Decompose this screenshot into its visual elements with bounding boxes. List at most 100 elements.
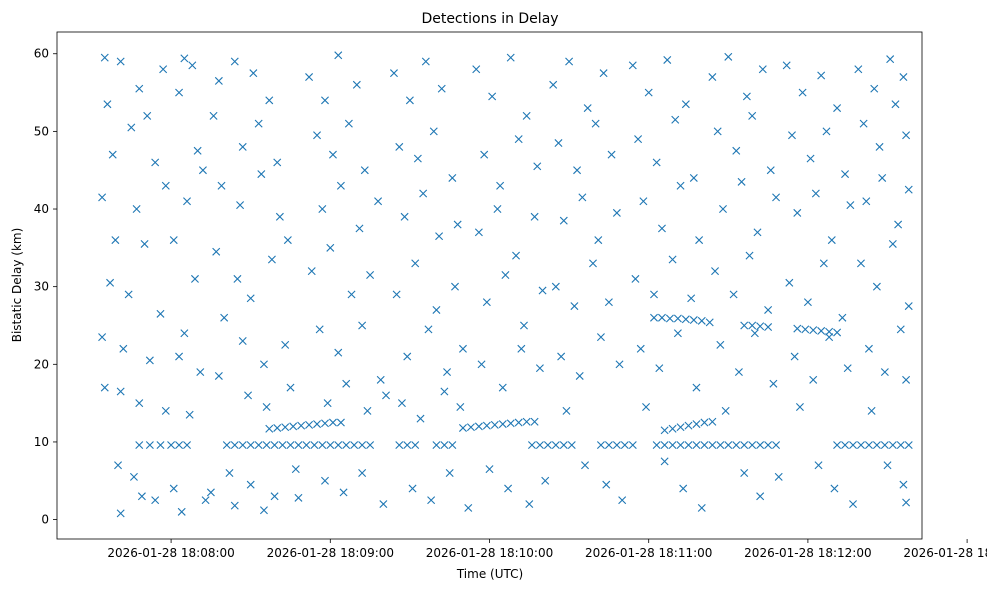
detection-point bbox=[116, 387, 125, 396]
detection-point bbox=[278, 441, 287, 450]
detection-point bbox=[321, 476, 329, 485]
detection-point bbox=[214, 371, 223, 380]
detection-point bbox=[880, 368, 889, 377]
detection-point bbox=[482, 298, 491, 307]
detection-point bbox=[350, 441, 359, 450]
plot-frame bbox=[56, 31, 923, 540]
detection-point bbox=[785, 278, 794, 287]
detection-point bbox=[246, 480, 255, 489]
detection-point bbox=[374, 197, 383, 206]
chart-title: Detections in Delay bbox=[421, 11, 558, 27]
detection-point bbox=[724, 52, 733, 61]
detection-point bbox=[862, 197, 871, 206]
detection-point bbox=[135, 441, 144, 450]
detection-point bbox=[567, 441, 576, 450]
detection-point bbox=[233, 274, 242, 283]
detection-point bbox=[281, 340, 290, 349]
detection-point bbox=[817, 326, 826, 335]
detection-point bbox=[894, 220, 903, 229]
detection-point bbox=[342, 379, 351, 388]
detection-point bbox=[899, 73, 908, 82]
detection-point bbox=[225, 469, 234, 477]
detection-point bbox=[557, 352, 566, 361]
detection-point bbox=[432, 305, 441, 314]
detection-point bbox=[206, 488, 215, 497]
detection-point bbox=[259, 360, 268, 369]
detection-point bbox=[257, 170, 266, 179]
detection-point bbox=[562, 406, 571, 415]
detection-point bbox=[448, 173, 457, 182]
detection-point bbox=[347, 290, 356, 299]
detection-point bbox=[660, 441, 669, 450]
detection-point bbox=[472, 65, 481, 74]
detection-point bbox=[787, 131, 796, 140]
detection-point bbox=[395, 142, 404, 151]
detection-point bbox=[108, 150, 117, 159]
detection-point bbox=[822, 127, 831, 136]
detection-point bbox=[841, 441, 850, 450]
detection-point bbox=[716, 441, 725, 450]
detection-point bbox=[512, 251, 521, 260]
detection-point bbox=[809, 326, 818, 335]
detection-point bbox=[270, 492, 279, 501]
detection-point bbox=[328, 418, 337, 427]
detection-point bbox=[724, 441, 733, 450]
detection-point bbox=[517, 344, 526, 353]
detection-point bbox=[254, 119, 263, 128]
detection-point bbox=[636, 344, 645, 353]
detection-point bbox=[336, 181, 345, 190]
detection-point bbox=[740, 441, 749, 450]
detection-point bbox=[756, 441, 765, 450]
detection-point bbox=[132, 205, 141, 214]
detection-point bbox=[238, 441, 247, 450]
detection-point bbox=[673, 314, 682, 323]
detection-point bbox=[382, 391, 391, 400]
detection-point bbox=[838, 313, 847, 322]
detection-point bbox=[793, 324, 802, 333]
detection-point bbox=[774, 472, 783, 481]
detection-point bbox=[607, 150, 616, 159]
detection-point bbox=[549, 80, 558, 89]
detection-point bbox=[551, 282, 560, 291]
detection-point bbox=[756, 492, 765, 501]
detection-point bbox=[896, 441, 905, 450]
detection-point bbox=[458, 423, 467, 432]
detection-point bbox=[758, 65, 767, 74]
detection-point bbox=[732, 441, 741, 450]
detection-point bbox=[114, 461, 123, 470]
x-tick-label: 2026-01-28 18:12:00 bbox=[744, 546, 871, 560]
detection-point bbox=[565, 57, 574, 66]
detection-point bbox=[501, 271, 510, 280]
detection-point bbox=[660, 457, 669, 466]
detection-point bbox=[127, 123, 136, 132]
detection-point bbox=[379, 500, 388, 509]
detection-point bbox=[530, 417, 539, 426]
detection-point bbox=[408, 484, 417, 493]
detection-point bbox=[772, 441, 781, 450]
detection-point bbox=[671, 115, 680, 124]
detection-point bbox=[814, 461, 823, 470]
detection-point bbox=[734, 368, 743, 377]
detection-point bbox=[98, 333, 107, 342]
detection-point bbox=[111, 236, 120, 245]
detection-point bbox=[397, 399, 406, 408]
x-tick-label: 2026-01-28 18:10:00 bbox=[426, 546, 553, 560]
y-tick-label: 20 bbox=[34, 357, 49, 371]
detection-point bbox=[684, 441, 693, 450]
detection-point bbox=[628, 61, 637, 70]
detection-point bbox=[849, 500, 858, 509]
detection-point bbox=[748, 321, 757, 330]
detection-point bbox=[864, 344, 873, 353]
detection-point bbox=[639, 197, 648, 206]
detection-point bbox=[443, 368, 452, 377]
detection-point bbox=[514, 135, 523, 144]
detection-point bbox=[275, 212, 284, 221]
detection-point bbox=[668, 424, 677, 433]
detection-point bbox=[482, 421, 491, 430]
detection-point bbox=[270, 441, 279, 450]
detection-point bbox=[856, 259, 865, 268]
detection-point bbox=[326, 243, 335, 252]
detection-point bbox=[849, 441, 858, 450]
detection-point bbox=[527, 441, 536, 450]
detection-point bbox=[183, 197, 192, 206]
